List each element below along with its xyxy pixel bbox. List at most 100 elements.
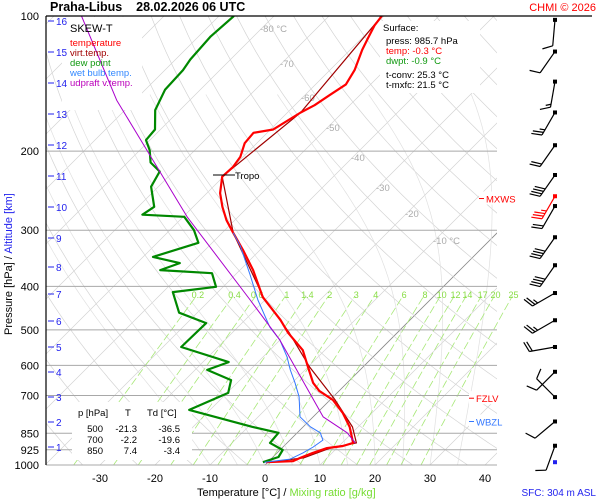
dry-adiabat-line xyxy=(46,422,84,465)
legend-temperature: temperature xyxy=(70,38,121,49)
mixing-ratio-labels: 0.2 0.4 0.6 1 1.4 2 3 4 6 8 10 12 14 17 20 25 xyxy=(192,290,519,300)
altitude-tick-label: 12 xyxy=(56,141,68,152)
barb-staff xyxy=(541,205,556,229)
table-cell: 500 xyxy=(87,424,103,435)
barb-flag xyxy=(529,255,541,260)
annotation-bg xyxy=(479,191,521,205)
barb-flag xyxy=(531,226,543,230)
mixing-ratio-label: 1 xyxy=(284,290,289,300)
barb-half-flag xyxy=(533,326,539,331)
isotherm-line xyxy=(46,16,330,300)
altitude-tick-label: 2 xyxy=(56,418,62,429)
mixing-ratio-line xyxy=(322,295,425,465)
mixing-ratio-label: 17 xyxy=(478,290,488,300)
isotherm-label: -70 xyxy=(280,59,294,70)
barb-flag xyxy=(529,193,541,197)
altitude-tick-label: 4 xyxy=(56,368,62,379)
pressure-tick-label: 850 xyxy=(21,428,39,440)
barb-staff xyxy=(541,195,556,220)
altitude-tick-label: 8 xyxy=(56,263,62,274)
legend-virt-temp: virt.temp. xyxy=(70,48,109,59)
altitude-tick-label: 6 xyxy=(56,317,62,328)
moist-adiabat-line xyxy=(46,116,266,465)
pressure-tick-label: 500 xyxy=(21,325,39,337)
surface-press: press: 985.7 hPa xyxy=(386,36,459,47)
pressure-tick-label: 300 xyxy=(21,225,39,237)
table-cell: -3.4 xyxy=(164,446,180,457)
calm-wind-marker xyxy=(553,460,557,465)
dry-adiabat-line xyxy=(236,16,497,312)
mixing-ratio-line xyxy=(400,295,495,465)
barb-half-flag xyxy=(545,103,552,106)
barb-staff xyxy=(539,51,556,74)
temperature-tick-label: 40 xyxy=(479,473,491,485)
wind-barb xyxy=(525,419,557,439)
isotherm-line xyxy=(319,287,497,465)
pressure-tick-label: 700 xyxy=(21,390,39,402)
barb-flag xyxy=(542,45,553,50)
altitude-tick-label: 9 xyxy=(56,234,62,245)
annotation-bg xyxy=(469,391,511,405)
credit-label: CHMI © 2026 xyxy=(529,2,596,14)
barb-flag xyxy=(532,223,544,227)
wind-barb xyxy=(529,263,557,288)
barb-flag xyxy=(531,216,543,220)
pressure-tick-label: 200 xyxy=(21,146,39,158)
barb-flag xyxy=(525,432,536,439)
temperature-tick-label: 30 xyxy=(424,473,436,485)
y-axis-title: Pressure [hPa] / Altitude [km] xyxy=(3,193,15,335)
dry-adiabat-line xyxy=(46,144,304,465)
barb-flag xyxy=(526,341,533,352)
barb-staff xyxy=(552,19,556,46)
barb-flag xyxy=(532,188,544,192)
wind-barb xyxy=(531,110,557,136)
isotherm-line xyxy=(154,122,497,465)
temperature-tick-label: -10 xyxy=(202,473,218,485)
wind-barb xyxy=(523,341,557,353)
table-box xyxy=(72,402,192,460)
wind-barb xyxy=(526,369,557,391)
barb-staff xyxy=(536,378,556,398)
mixing-ratio-label: 3 xyxy=(354,290,359,300)
surface-dwpt: dwpt: -0.9 °C xyxy=(386,56,441,67)
barb-staff xyxy=(534,421,556,439)
barb-staff xyxy=(532,319,556,334)
barb-flag xyxy=(532,130,544,133)
barb-flag xyxy=(523,342,530,352)
legend-wet-bulb: wet bulb temp. xyxy=(69,68,132,79)
pressure-tick-label: 100 xyxy=(21,11,39,23)
altitude-tick-label: 3 xyxy=(56,393,62,404)
altitude-tick-label: 15 xyxy=(56,48,68,59)
wind-barb xyxy=(535,443,557,472)
barb-staff xyxy=(536,371,556,391)
surface-box xyxy=(380,21,480,93)
barb-flag xyxy=(523,298,533,307)
dry-adiabat-line xyxy=(264,16,497,279)
pressure-tick-label: 600 xyxy=(21,360,39,372)
table-cell: 700 xyxy=(87,435,103,446)
wind-barbs xyxy=(523,17,557,472)
barb-staff xyxy=(539,264,556,287)
table-cell: -36.5 xyxy=(158,424,180,435)
isotherm-labels: -80 °C -70 -60 -50 -40 -30 -20 -10 °C xyxy=(260,24,460,247)
altitude-tick-label: 14 xyxy=(56,79,68,90)
mixing-ratio-label: 10 xyxy=(437,290,447,300)
barb-staff xyxy=(549,81,556,108)
annotations: Tropo MXWS FZLV WBZL xyxy=(213,171,521,428)
barb-flag xyxy=(531,132,543,136)
mixing-ratio-line xyxy=(356,295,455,465)
temperature-tick-label: 0 xyxy=(262,473,268,485)
dry-adiabat-line xyxy=(150,16,497,414)
wind-barb xyxy=(536,368,557,400)
mixing-ratio-label: 2 xyxy=(327,290,332,300)
dry-adiabat-line xyxy=(46,50,359,465)
dry-adiabat-line xyxy=(207,16,497,346)
mixing-ratio-line xyxy=(192,295,307,465)
legend-title: SKEW-T xyxy=(70,23,113,35)
isotherm-label: -40 xyxy=(351,153,365,164)
isotherm-label: -10 °C xyxy=(433,236,460,247)
level-table: p [hPa] T Td [°C] 500 -21.3 -36.5 700 -2… xyxy=(78,408,180,457)
wind-barb xyxy=(529,172,557,197)
